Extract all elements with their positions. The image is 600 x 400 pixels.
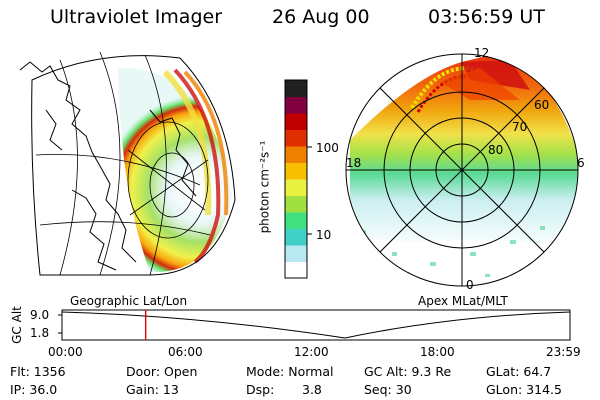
gc-alt-value: GC Alt: 9.3 Re	[364, 364, 452, 379]
colorbar-tick-100: 100	[316, 141, 339, 155]
mlt-label-6: 6	[577, 156, 585, 170]
date-label: 26 Aug 00	[272, 6, 370, 28]
timeline-xtick-0000: 00:00	[48, 345, 83, 359]
timeline-ytick-9: 9.0	[30, 308, 50, 322]
geographic-caption: Geographic Lat/Lon	[70, 294, 188, 308]
timeline-xtick-1800: 18:00	[420, 345, 455, 359]
time-label: 03:56:59 UT	[428, 6, 545, 28]
geographic-map	[19, 51, 236, 276]
polar-map	[345, 53, 579, 287]
flight-number: Flt: 1356	[10, 364, 66, 379]
glon-value: GLon: 314.5	[486, 382, 562, 397]
dsp-label: Dsp:	[246, 382, 275, 397]
colorbar-swatch	[285, 146, 307, 163]
timeline-ytick-1: 1.8	[30, 326, 50, 340]
dsp-value: 3.8	[302, 382, 322, 397]
colorbar-swatch	[285, 228, 307, 246]
colorbar-label: photon cm⁻²s⁻¹	[257, 140, 272, 234]
lat-label-70: 70	[512, 120, 528, 134]
colorbar	[284, 79, 312, 279]
door-status: Door: Open	[126, 364, 198, 379]
lat-label-60: 60	[534, 98, 550, 112]
colorbar-tick-10: 10	[316, 228, 332, 242]
colorbar-swatch	[285, 162, 307, 180]
lat-label-80: 80	[488, 143, 504, 157]
instrument-title: Ultraviolet Imager	[50, 6, 223, 28]
timeline-ylabel: GC Alt	[9, 306, 24, 344]
orbit-timeline	[58, 309, 571, 341]
ip-value: IP: 36.0	[10, 382, 58, 397]
glat-value: GLat: 64.7	[486, 364, 552, 379]
colorbar-outline	[284, 79, 308, 279]
mlt-label-18: 18	[346, 156, 362, 170]
colorbar-swatch	[285, 129, 307, 147]
colorbar-swatch	[285, 195, 307, 213]
colorbar-swatch	[285, 80, 307, 97]
colorbar-swatch	[285, 96, 307, 114]
colorbar-swatch	[285, 113, 307, 130]
colorbar-swatch	[285, 245, 307, 262]
apex-caption: Apex MLat/MLT	[418, 294, 508, 308]
colorbar-swatch	[285, 179, 307, 196]
colorbar-swatch	[285, 212, 307, 229]
mlt-label-12: 12	[474, 46, 490, 60]
timeline-xtick-1200: 12:00	[294, 345, 329, 359]
gain-value: Gain: 13	[126, 382, 179, 397]
mlt-label-0: 0	[466, 278, 474, 292]
mode-value: Mode: Normal	[246, 364, 334, 379]
timeline-xtick-2359: 23:59	[546, 345, 581, 359]
timeline-xtick-0600: 06:00	[168, 345, 203, 359]
sequence-value: Seq: 30	[364, 382, 412, 397]
colorbar-swatch	[285, 261, 307, 279]
